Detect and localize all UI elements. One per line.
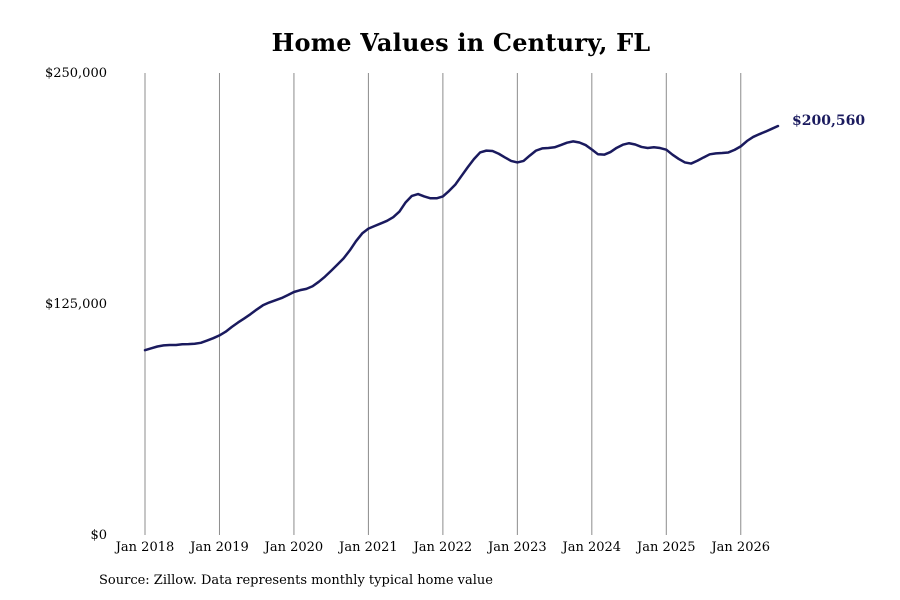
x-tick-label: Jan 2023 <box>486 540 547 555</box>
x-tick-label: Jan 2022 <box>412 540 473 555</box>
home-value-line <box>143 124 780 352</box>
y-tick-label: $0 <box>90 528 107 543</box>
x-axis-tick-labels: Jan 2018 Jan 2019 Jan 2020 Jan 2021 Jan 2022… <box>114 540 770 555</box>
source-note: Source: Zillow. Data represents monthly … <box>99 573 493 588</box>
x-tick-label: Jan 2025 <box>635 540 696 555</box>
x-tick-label: Jan 2024 <box>561 540 622 555</box>
end-value-label: $200,560 <box>792 113 865 129</box>
y-axis-tick-labels: $0 $125,000 $250,000 <box>45 66 107 543</box>
gridlines <box>144 73 742 535</box>
end-value-label-layer: $200,560 <box>792 113 865 129</box>
y-tick-label: $125,000 <box>45 297 107 312</box>
x-tick-label: Jan 2021 <box>337 540 398 555</box>
chart-title: Home Values in Century, FL <box>271 28 651 57</box>
x-tick-label: Jan 2026 <box>709 540 770 555</box>
y-tick-label: $250,000 <box>45 66 107 81</box>
x-tick-label: Jan 2020 <box>263 540 324 555</box>
series-line-layer <box>143 124 780 352</box>
x-tick-label: Jan 2019 <box>188 540 249 555</box>
x-tick-label: Jan 2018 <box>114 540 175 555</box>
